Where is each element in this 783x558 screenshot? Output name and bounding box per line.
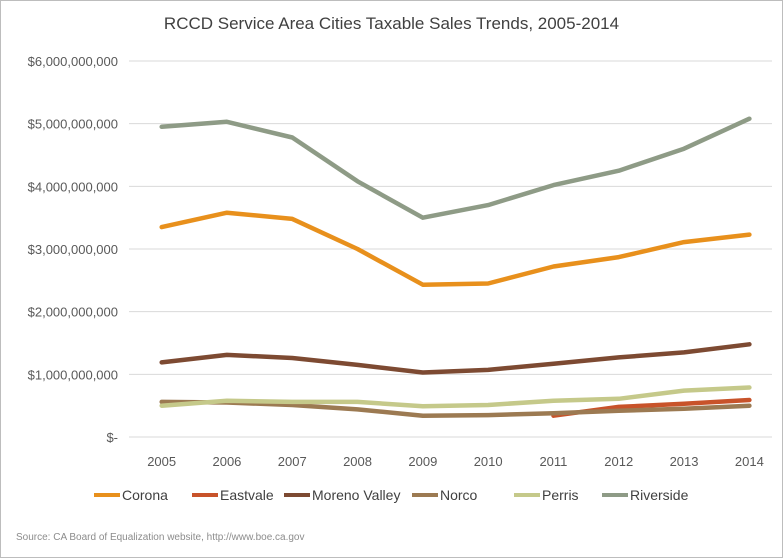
x-tick-label: 2012 <box>604 454 633 469</box>
legend-item-corona: Corona <box>94 487 168 503</box>
series-line-moreno-valley <box>159 342 752 375</box>
legend-label: Corona <box>122 487 168 503</box>
legend-label: Norco <box>440 487 478 503</box>
y-tick-label: $2,000,000,000 <box>28 305 118 320</box>
x-tick-label: 2005 <box>147 454 176 469</box>
series-line-riverside <box>159 116 752 220</box>
legend-swatch <box>602 493 628 497</box>
x-tick-label: 2010 <box>474 454 503 469</box>
x-tick-label: 2006 <box>212 454 241 469</box>
legend-swatch <box>514 493 540 497</box>
x-tick-label: 2014 <box>735 454 764 469</box>
legend-label: Eastvale <box>220 487 274 503</box>
legend-swatch <box>412 493 438 497</box>
legend-item-moreno-valley: Moreno Valley <box>284 487 400 503</box>
x-tick-label: 2008 <box>343 454 372 469</box>
legend-swatch <box>284 493 310 497</box>
legend-item-perris: Perris <box>514 487 579 503</box>
legend-item-norco: Norco <box>412 487 477 503</box>
series-line-corona <box>159 210 752 287</box>
y-tick-label: $6,000,000,000 <box>28 54 118 69</box>
y-tick-label: $3,000,000,000 <box>28 242 118 257</box>
x-tick-label: 2011 <box>539 454 567 469</box>
legend-label: Riverside <box>630 487 689 503</box>
legend-item-eastvale: Eastvale <box>192 487 274 503</box>
x-tick-label: 2009 <box>408 454 437 469</box>
legend-label: Perris <box>542 487 579 503</box>
legend-label: Moreno Valley <box>312 487 401 503</box>
y-tick-label: $4,000,000,000 <box>28 179 118 194</box>
y-tick-label: $1,000,000,000 <box>28 367 118 382</box>
y-tick-label: $- <box>106 430 118 445</box>
series-line-norco <box>159 399 752 418</box>
legend-swatch <box>94 493 120 497</box>
x-tick-label: 2007 <box>278 454 307 469</box>
chart-title: RCCD Service Area Cities Taxable Sales T… <box>163 14 620 33</box>
source-note: Source: CA Board of Equalization website… <box>16 532 305 543</box>
x-tick-label: 2013 <box>670 454 699 469</box>
legend-item-riverside: Riverside <box>602 487 688 503</box>
y-tick-label: $5,000,000,000 <box>28 117 118 132</box>
legend-swatch <box>192 493 218 497</box>
series-line-perris <box>159 385 752 409</box>
legend: Corona Eastvale Moreno Valley Norco Perris Ri… <box>94 487 734 509</box>
